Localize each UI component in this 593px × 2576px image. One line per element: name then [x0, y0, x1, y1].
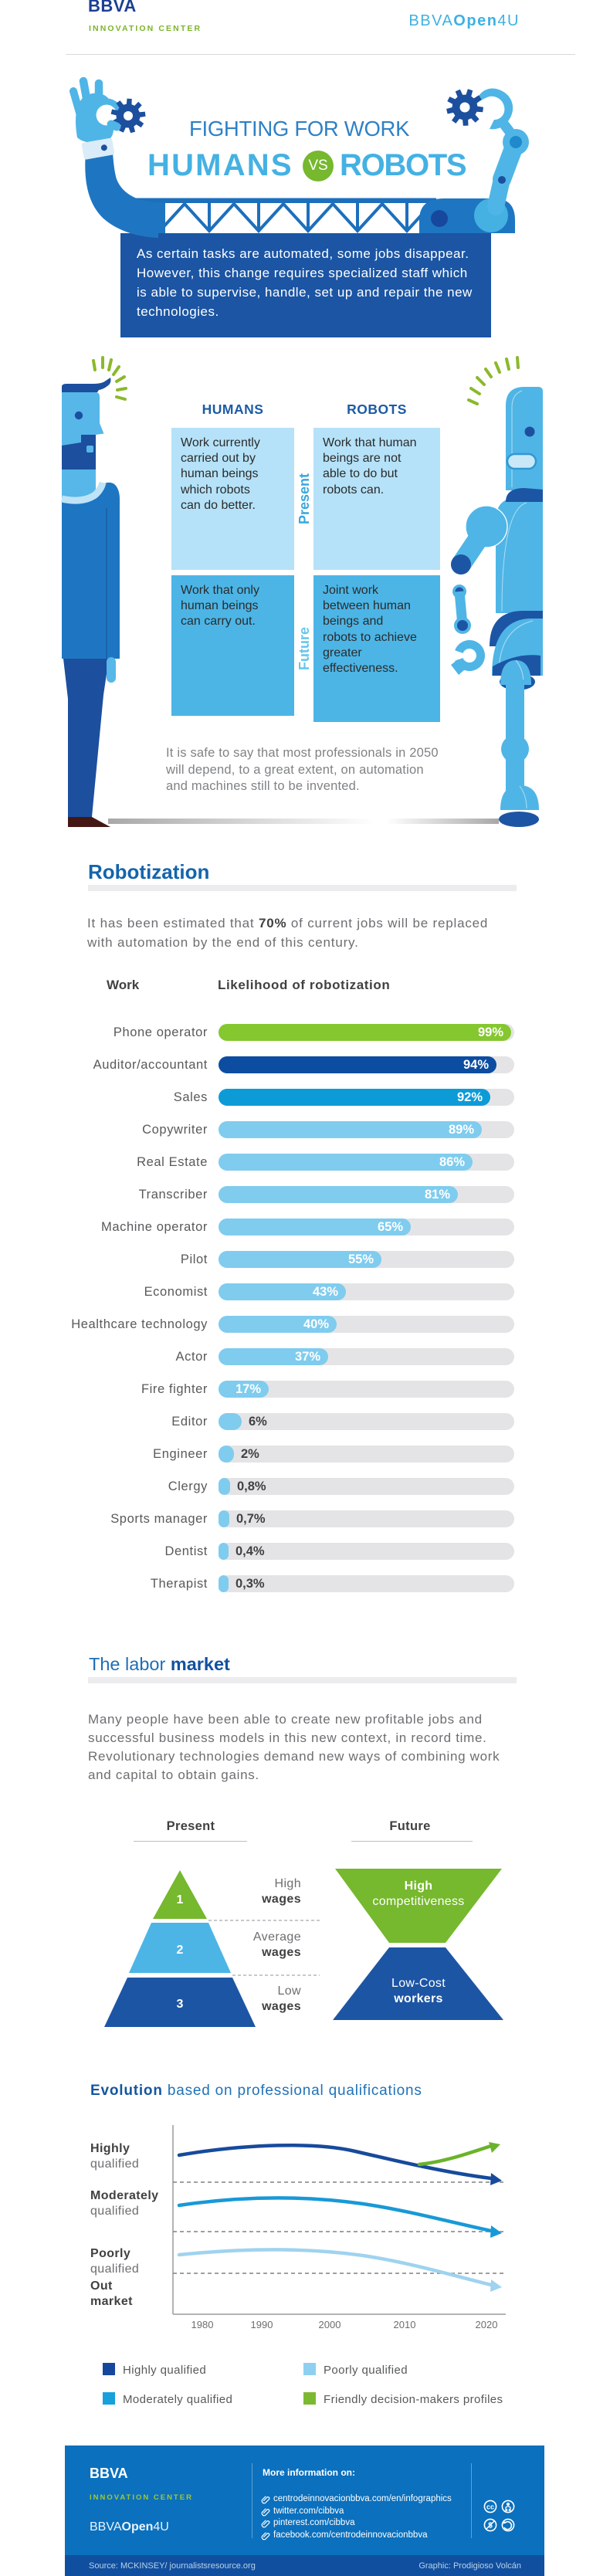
svg-text:cc: cc — [486, 2503, 494, 2510]
svg-text:$: $ — [488, 2522, 493, 2530]
